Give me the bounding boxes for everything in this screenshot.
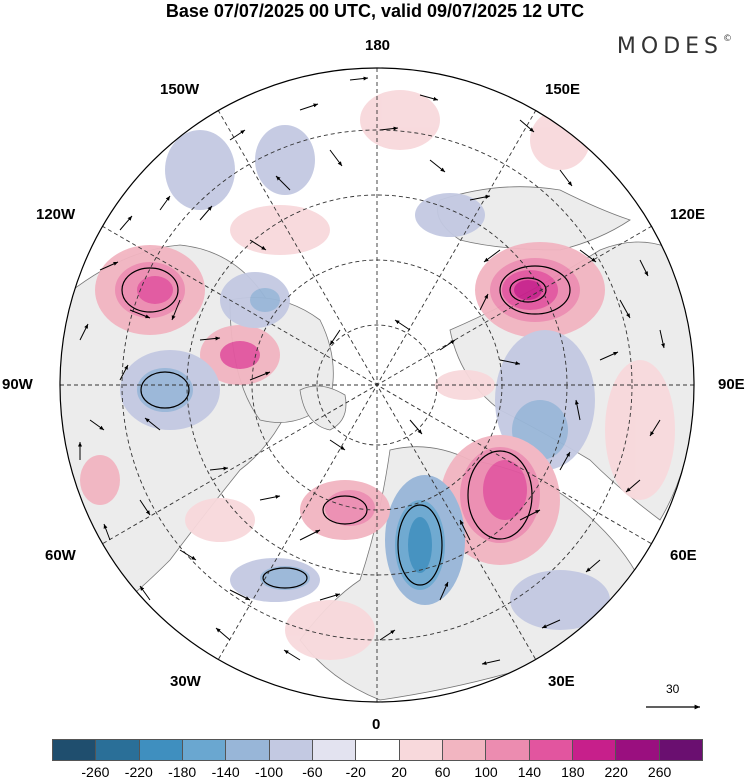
- colorbar-tick-label: 20: [391, 764, 407, 780]
- colorbar-segment: [398, 740, 442, 760]
- lon-label-120e: 120E: [670, 206, 706, 223]
- colorbar-tick-label: -220: [124, 764, 153, 780]
- lon-label-60w: 60W: [45, 547, 76, 564]
- brand-logo: MODES©: [616, 34, 732, 59]
- colorbar-segment: [441, 740, 486, 760]
- colorbar-segment: [181, 740, 226, 760]
- colorbar-tick-label: 180: [561, 764, 585, 780]
- map-disk: [60, 68, 694, 702]
- lon-label-30w: 30W: [170, 673, 201, 690]
- colorbar-segment: [615, 740, 659, 760]
- colorbar-segment: [138, 740, 182, 760]
- colorbar-segment: [528, 740, 572, 760]
- lon-label-150e: 150E: [545, 81, 581, 98]
- map-title: Base 07/07/2025 00 UTC, valid 09/07/2025…: [165, 1, 585, 21]
- lon-label-150w: 150W: [160, 81, 200, 98]
- colorbar-tick-label: -180: [168, 764, 197, 780]
- lon-label-30e: 30E: [548, 673, 575, 690]
- lon-label-120w: 120W: [36, 206, 76, 223]
- wind-vectors: [78, 76, 665, 665]
- map-boundary: [59, 67, 695, 703]
- colorbar-tick-label: 220: [604, 764, 628, 780]
- colorbar: [52, 739, 703, 761]
- colorbar-segment: [95, 740, 139, 760]
- colorbar-segment: [658, 740, 702, 760]
- colorbar-tick-label: -100: [254, 764, 284, 780]
- lon-label-60e: 60E: [670, 547, 697, 564]
- colorbar-tick-label: 100: [474, 764, 498, 780]
- colorbar-segment: [53, 740, 96, 760]
- lon-label-0: 0: [372, 716, 381, 733]
- colorbar-tick-label: -140: [211, 764, 240, 780]
- colorbar-tick-label: 260: [647, 764, 672, 780]
- colorbar-tick-label: -260: [81, 764, 110, 780]
- reference-vector-label: 30: [666, 682, 680, 696]
- colorbar-tick-label: 60: [434, 764, 451, 780]
- colorbar-tick-label: -20: [345, 764, 366, 780]
- colorbar-tick-label: 140: [517, 764, 542, 780]
- lon-label-90e: 90E: [718, 376, 745, 393]
- colorbar-segment: [268, 740, 312, 760]
- colorbar-segment: [225, 740, 269, 760]
- colorbar-segment: [311, 740, 356, 760]
- lon-label-180: 180: [365, 37, 391, 54]
- lon-label-90w: 90W: [2, 376, 33, 393]
- colorbar-ticks: -260 -220 -180 -140 -100 -60 -20 20 60 100 140 180 2…: [0, 764, 750, 782]
- colorbar-segment: [485, 740, 529, 760]
- colorbar-tick-label: -60: [302, 764, 323, 780]
- colorbar-segment: [571, 740, 616, 760]
- colorbar-segment: [355, 740, 399, 760]
- graticule: [60, 68, 694, 702]
- anomaly-shading: [80, 90, 675, 660]
